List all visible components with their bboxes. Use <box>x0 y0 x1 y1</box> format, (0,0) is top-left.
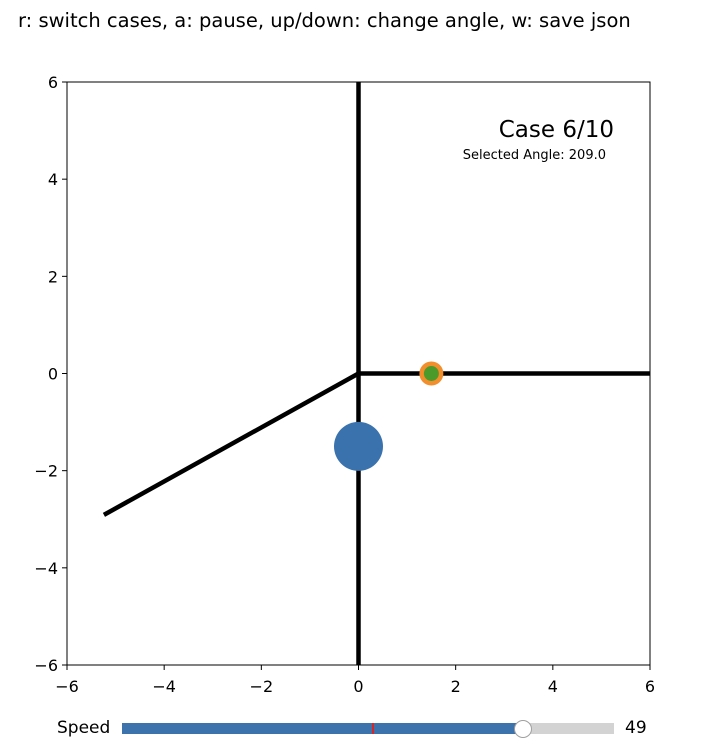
y-tick-label: −2 <box>34 462 58 481</box>
plot-lines <box>102 82 650 665</box>
speed-slider-handle[interactable] <box>514 720 533 738</box>
case-label: Case 6/10 <box>499 117 614 143</box>
y-tick-label: 6 <box>48 73 58 92</box>
x-tick-label: 4 <box>548 677 558 696</box>
speed-slider[interactable] <box>122 720 614 738</box>
y-tick-label: 2 <box>48 267 58 286</box>
speed-value: 49 <box>625 718 647 738</box>
x-tick-label: −6 <box>55 677 79 696</box>
angled-ray <box>102 371 360 517</box>
selected-angle-label: Selected Angle: 209.0 <box>463 148 606 163</box>
y-tick-label: 4 <box>48 170 58 189</box>
ball-marker <box>334 421 383 471</box>
x-tick-label: 6 <box>645 677 655 696</box>
axis-ticks: −6 −4 −2 0 2 4 6 6 4 2 0 −2 −4 −6 <box>34 73 655 696</box>
y-tick-label: 0 <box>48 365 58 384</box>
y-tick-label: −4 <box>34 559 58 578</box>
x-tick-label: −2 <box>250 677 274 696</box>
y-tick-label: −6 <box>34 656 58 675</box>
speed-slider-init-marker <box>371 723 374 734</box>
target-marker-inner <box>423 366 439 381</box>
x-tick-label: 0 <box>353 677 363 696</box>
x-tick-label: 2 <box>451 677 461 696</box>
speed-slider-fill <box>122 723 524 734</box>
x-tick-label: −4 <box>152 677 176 696</box>
instructions-text: r: switch cases, a: pause, up/down: chan… <box>18 9 631 32</box>
speed-label: Speed <box>57 718 111 738</box>
